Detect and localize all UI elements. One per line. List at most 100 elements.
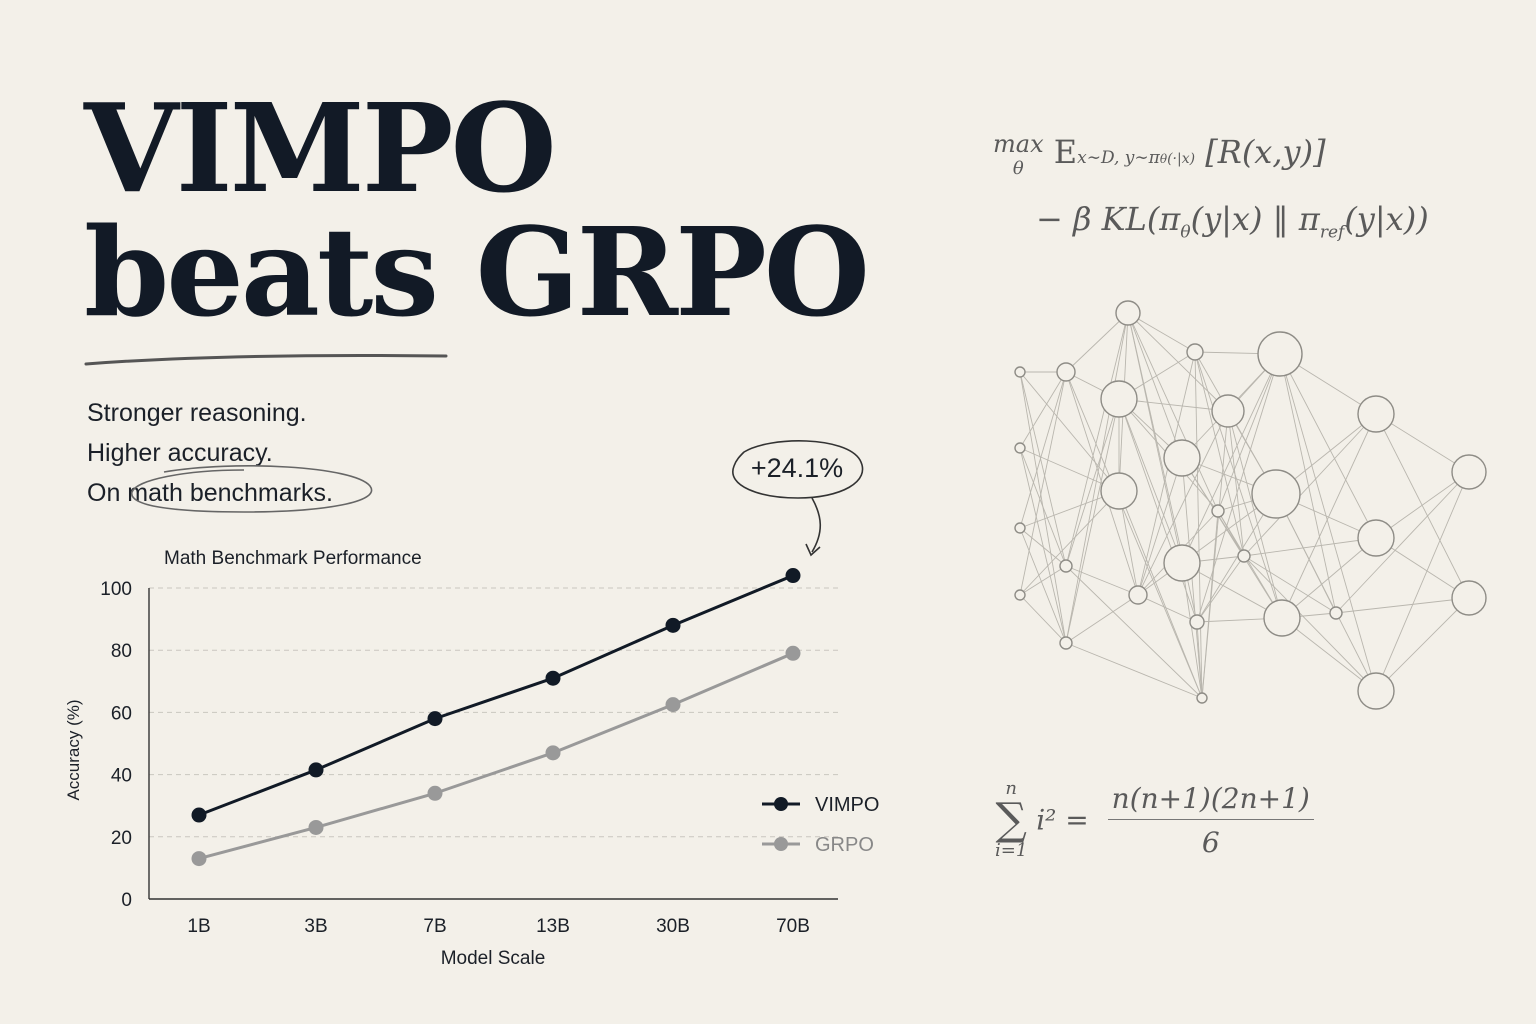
formula-max-sub: θ xyxy=(1012,158,1024,179)
formula-max: max xyxy=(993,130,1044,158)
network-edge xyxy=(1065,371,1203,699)
tagline-line-2: Higher accuracy. xyxy=(87,439,273,467)
network-edge xyxy=(1281,413,1377,619)
network-edge xyxy=(1181,562,1203,699)
network-edge xyxy=(1127,312,1219,512)
network-edge xyxy=(1019,371,1067,567)
objective-formula-line-1: max θ Ex∼D, y∼πθ(·|x) [R(x,y)] xyxy=(993,130,1326,179)
network-edge xyxy=(1118,490,1203,699)
network-edge xyxy=(1065,565,1203,699)
network-edge xyxy=(1375,413,1470,599)
x-tick-label-70B: 70B xyxy=(776,916,810,937)
point-grpo-7B xyxy=(427,785,443,801)
network-node xyxy=(1357,672,1395,710)
network-node xyxy=(1189,614,1205,630)
legend-marker-grpo xyxy=(774,837,788,851)
objective-formula-line-2: − β KL(πθ(y|x) ‖ πref(y|x)) xyxy=(1036,200,1429,242)
improvement-badge: +24.1% xyxy=(750,452,844,483)
tagline-line-1: Stronger reasoning. xyxy=(87,399,307,427)
point-vimpo-13B xyxy=(545,670,561,686)
network-node xyxy=(1237,549,1251,563)
network-edge xyxy=(1375,471,1470,539)
network-edge xyxy=(1279,353,1337,614)
network-edge xyxy=(1065,312,1129,567)
network-edge xyxy=(1243,555,1377,692)
formula-kl-sub: θ xyxy=(1180,222,1191,243)
network-node xyxy=(1059,559,1073,573)
network-edge xyxy=(1065,398,1120,644)
headline-underline xyxy=(84,353,448,366)
legend-layer: VIMPO GRPO xyxy=(762,794,879,856)
network-node xyxy=(1014,442,1026,454)
x-tick-label-1B: 1B xyxy=(187,916,210,937)
network-edge xyxy=(1196,621,1203,699)
network-edge xyxy=(1137,594,1198,623)
y-axis-label: Accuracy (%) xyxy=(64,699,83,800)
point-grpo-30B xyxy=(665,697,681,713)
network-node xyxy=(1451,580,1487,616)
network-node xyxy=(1263,599,1301,637)
y-tick-label-40: 40 xyxy=(111,766,132,787)
y-tick-label-60: 60 xyxy=(111,703,132,724)
network-edge xyxy=(1243,413,1377,557)
network-edge xyxy=(1019,527,1067,567)
formula-expectation-sub2: θ xyxy=(1159,152,1168,166)
formula-kl-end: (y|x)) xyxy=(1344,200,1429,238)
network-edge xyxy=(1019,371,1067,529)
network-node xyxy=(1186,343,1204,361)
network-node xyxy=(1211,394,1245,428)
network-node xyxy=(1115,300,1141,326)
point-vimpo-1B xyxy=(191,807,207,823)
network-edge xyxy=(1196,493,1277,623)
tick-layer: 0 20 40 60 80 100 1B 3B 7B 13B 30B 70B xyxy=(100,579,810,937)
network-edge xyxy=(1019,527,1067,644)
network-node xyxy=(1100,472,1138,510)
network-edge xyxy=(1065,398,1120,567)
network-edge xyxy=(1227,410,1245,557)
network-edge xyxy=(1279,353,1377,539)
series-layer xyxy=(191,568,801,867)
network-edge xyxy=(1196,353,1281,623)
network-node xyxy=(1357,395,1395,433)
network-edge xyxy=(1127,312,1183,459)
sum-lower: i=1 xyxy=(995,840,1028,861)
network-edge xyxy=(1194,351,1283,619)
network-edge xyxy=(1065,565,1139,596)
network-edge xyxy=(1065,642,1203,699)
network-edge xyxy=(1335,471,1470,614)
chart-title: Math Benchmark Performance xyxy=(164,548,422,569)
point-vimpo-30B xyxy=(665,617,681,633)
network-edge xyxy=(1137,351,1196,596)
legend-label-grpo: GRPO xyxy=(815,834,874,856)
legend-label-vimpo: VIMPO xyxy=(815,794,879,816)
point-vimpo-7B xyxy=(427,711,443,727)
network-node xyxy=(1357,519,1395,557)
tagline: Stronger reasoning. Higher accuracy. On … xyxy=(87,393,333,513)
sum-term: i² = xyxy=(1036,803,1089,837)
network-node xyxy=(1056,362,1076,382)
sum-symbol: ∑ xyxy=(995,794,1027,845)
point-vimpo-3B xyxy=(308,762,324,778)
network-edge xyxy=(1335,597,1470,614)
formula-expectation: E xyxy=(1053,133,1078,171)
legend-marker-vimpo xyxy=(774,797,788,811)
network-edge xyxy=(1019,371,1120,492)
network-node xyxy=(1100,380,1138,418)
network-edge xyxy=(1375,597,1470,692)
callout-bubble xyxy=(732,440,864,557)
network-edge xyxy=(1194,351,1245,557)
network-edge xyxy=(1019,447,1067,644)
network-edge xyxy=(1181,562,1283,619)
network-edge xyxy=(1375,471,1470,692)
network-edge xyxy=(1019,594,1067,644)
network-edge xyxy=(1118,398,1183,564)
formula-expectation-sub: x∼D, y∼π xyxy=(1077,148,1160,168)
formula-expectation-sub3: (·|x) xyxy=(1167,151,1196,167)
y-tick-label-100: 100 xyxy=(100,579,132,600)
network-edge xyxy=(1281,617,1377,692)
network-node xyxy=(1329,606,1343,620)
tagline-line-3: On math benchmarks. xyxy=(87,479,333,507)
network-edge xyxy=(1065,312,1129,644)
